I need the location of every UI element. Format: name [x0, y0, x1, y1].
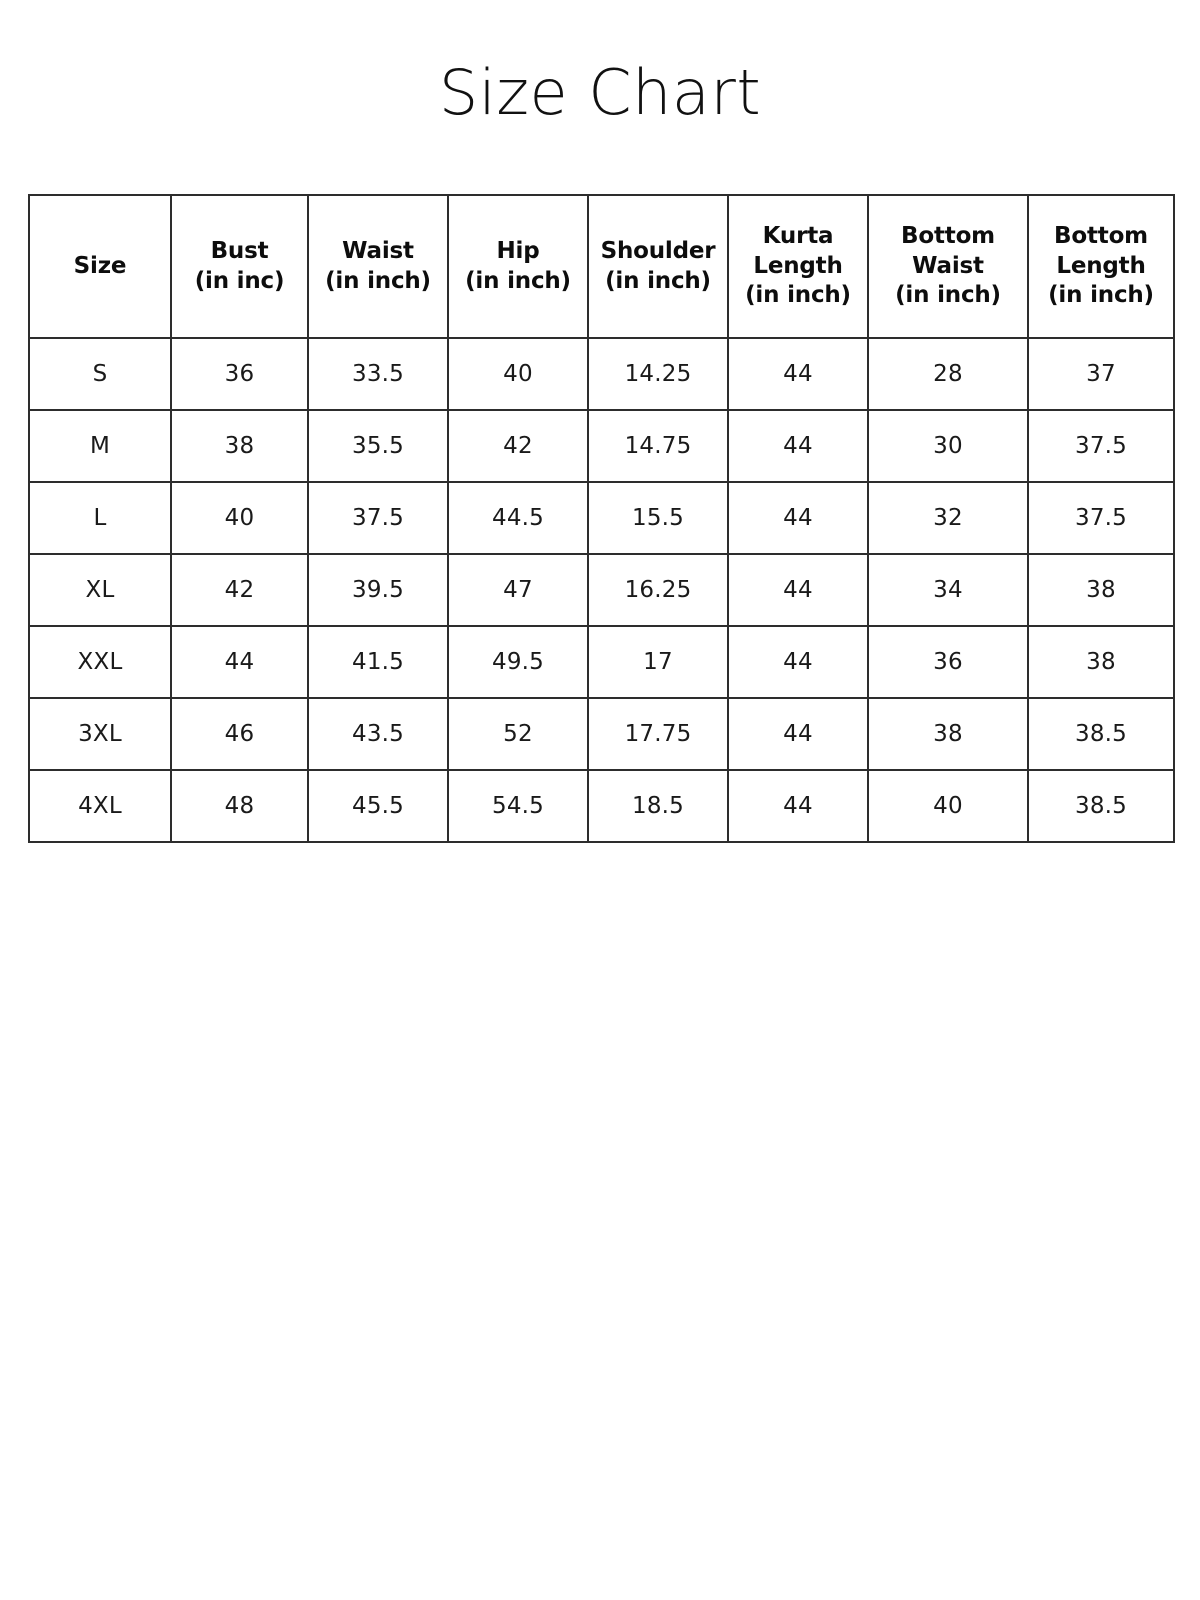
table-header: Size Bust (in inc) Waist (in inch) Hip (in inc…: [28, 194, 1175, 339]
cell-hip: 49.5: [447, 625, 589, 699]
column-header-line: (in inch): [1048, 282, 1154, 309]
column-header-line: Waist: [912, 252, 984, 279]
size-chart-table-container: Size Bust (in inc) Waist (in inch) Hip (in inc…: [28, 194, 1175, 843]
cell-bottom_waist: 32: [867, 481, 1029, 555]
cell-kurta_length: 44: [727, 337, 869, 411]
column-header-line: (in inch): [605, 267, 711, 294]
page-title: Size Chart: [438, 56, 762, 129]
cell-kurta_length: 44: [727, 769, 869, 843]
cell-bust: 36: [170, 337, 309, 411]
column-header-line: Length: [753, 252, 843, 279]
table-row: 4XL 48 45.5 54.5 18.5 44 40 38.5: [28, 769, 1175, 843]
column-header-line: Size: [73, 252, 127, 279]
column-header-bust: Bust (in inc): [170, 194, 309, 339]
cell-shoulder: 17.75: [587, 697, 729, 771]
row-size-label: XL: [28, 553, 172, 627]
table-row: L 40 37.5 44.5 15.5 44 32 37.5: [28, 481, 1175, 555]
table-row: XXL 44 41.5 49.5 17 44 36 38: [28, 625, 1175, 699]
cell-bottom_waist: 30: [867, 409, 1029, 483]
cell-waist: 43.5: [307, 697, 449, 771]
column-header-hip: Hip (in inch): [447, 194, 589, 339]
cell-waist: 45.5: [307, 769, 449, 843]
cell-kurta_length: 44: [727, 697, 869, 771]
cell-waist: 33.5: [307, 337, 449, 411]
cell-bottom_length: 38.5: [1027, 697, 1175, 771]
cell-bust: 40: [170, 481, 309, 555]
column-header-line: Bottom: [901, 223, 995, 250]
cell-hip: 52: [447, 697, 589, 771]
cell-bottom_waist: 36: [867, 625, 1029, 699]
column-header-bottom_length: Bottom Length (in inch): [1027, 194, 1175, 339]
cell-shoulder: 18.5: [587, 769, 729, 843]
column-header-line: Shoulder: [600, 238, 716, 265]
table-row: 3XL 46 43.5 52 17.75 44 38 38.5: [28, 697, 1175, 771]
column-header-line: (in inc): [194, 267, 285, 294]
column-header-shoulder: Shoulder (in inch): [587, 194, 729, 339]
column-header-size: Size: [28, 194, 172, 339]
cell-hip: 47: [447, 553, 589, 627]
cell-shoulder: 14.25: [587, 337, 729, 411]
cell-bust: 44: [170, 625, 309, 699]
row-size-label: M: [28, 409, 172, 483]
row-size-label: XXL: [28, 625, 172, 699]
cell-bottom_length: 37: [1027, 337, 1175, 411]
column-header-line: (in inch): [465, 267, 571, 294]
cell-bust: 38: [170, 409, 309, 483]
column-header-waist: Waist (in inch): [307, 194, 449, 339]
cell-kurta_length: 44: [727, 409, 869, 483]
cell-hip: 42: [447, 409, 589, 483]
column-header-line: (in inch): [745, 282, 851, 309]
column-header-line: Bust: [210, 238, 269, 265]
cell-kurta_length: 44: [727, 625, 869, 699]
cell-shoulder: 16.25: [587, 553, 729, 627]
cell-shoulder: 17: [587, 625, 729, 699]
size-chart-table: Size Bust (in inc) Waist (in inch) Hip (in inc…: [28, 194, 1175, 843]
column-header-line: (in inch): [895, 282, 1001, 309]
column-header-kurta_length: Kurta Length (in inch): [727, 194, 869, 339]
cell-bust: 46: [170, 697, 309, 771]
table-row: XL 42 39.5 47 16.25 44 34 38: [28, 553, 1175, 627]
table-body: S 36 33.5 40 14.25 44 28 37 M 38 35.5 42 14.75 44 30 37…: [28, 337, 1175, 843]
cell-bottom_length: 38.5: [1027, 769, 1175, 843]
cell-bottom_length: 38: [1027, 625, 1175, 699]
cell-waist: 35.5: [307, 409, 449, 483]
column-header-line: Hip: [496, 238, 540, 265]
column-header-line: (in inch): [325, 267, 431, 294]
cell-bottom_length: 38: [1027, 553, 1175, 627]
row-size-label: 4XL: [28, 769, 172, 843]
cell-hip: 40: [447, 337, 589, 411]
column-header-line: Length: [1056, 252, 1146, 279]
cell-bottom_waist: 38: [867, 697, 1029, 771]
cell-shoulder: 14.75: [587, 409, 729, 483]
cell-bottom_length: 37.5: [1027, 409, 1175, 483]
cell-waist: 37.5: [307, 481, 449, 555]
cell-bottom_waist: 28: [867, 337, 1029, 411]
cell-waist: 41.5: [307, 625, 449, 699]
row-size-label: L: [28, 481, 172, 555]
row-size-label: 3XL: [28, 697, 172, 771]
table-row: M 38 35.5 42 14.75 44 30 37.5: [28, 409, 1175, 483]
cell-hip: 44.5: [447, 481, 589, 555]
cell-shoulder: 15.5: [587, 481, 729, 555]
column-header-line: Kurta: [762, 223, 834, 250]
cell-waist: 39.5: [307, 553, 449, 627]
cell-bust: 48: [170, 769, 309, 843]
table-header-row: Size Bust (in inc) Waist (in inch) Hip (in inc…: [28, 194, 1175, 339]
cell-kurta_length: 44: [727, 553, 869, 627]
cell-bust: 42: [170, 553, 309, 627]
cell-bottom_length: 37.5: [1027, 481, 1175, 555]
column-header-line: Waist: [342, 238, 414, 265]
table-row: S 36 33.5 40 14.25 44 28 37: [28, 337, 1175, 411]
cell-kurta_length: 44: [727, 481, 869, 555]
cell-bottom_waist: 40: [867, 769, 1029, 843]
column-header-line: Bottom: [1054, 223, 1148, 250]
column-header-bottom_waist: Bottom Waist (in inch): [867, 194, 1029, 339]
cell-hip: 54.5: [447, 769, 589, 843]
cell-bottom_waist: 34: [867, 553, 1029, 627]
row-size-label: S: [28, 337, 172, 411]
